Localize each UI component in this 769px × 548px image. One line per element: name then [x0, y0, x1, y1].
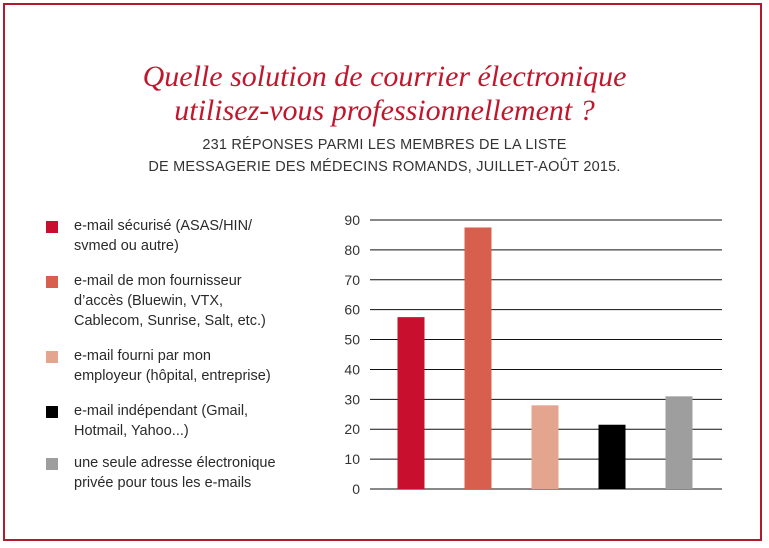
y-tick-label: 90	[344, 212, 360, 228]
legend-label-line: une seule adresse électronique	[74, 455, 276, 471]
chart-title-line-1: Quelle solution de courrier électronique	[142, 60, 627, 93]
bar	[665, 396, 693, 489]
legend-swatch	[46, 276, 58, 288]
bar	[464, 227, 492, 489]
bar	[598, 424, 626, 489]
legend-item-independent-email: e-mail indépendant (Gmail, Hotmail, Yaho…	[46, 401, 248, 441]
legend-item-secure-email: e-mail sécurisé (ASAS/HIN/ svmed ou autr…	[46, 216, 252, 256]
legend-label-line: e-mail indépendant (Gmail,	[74, 403, 249, 419]
legend-swatch	[46, 406, 58, 418]
chart-frame	[3, 3, 762, 541]
chart-title-line-2: utilisez-vous professionnellement ?	[174, 94, 595, 127]
legend-label-line: d’accès (Bluewin, VTX,	[74, 293, 224, 309]
legend-label-line: employeur (hôpital, entreprise)	[74, 368, 271, 384]
legend-label-line: Hotmail, Yahoo...)	[74, 423, 189, 439]
legend-swatch	[46, 351, 58, 363]
bar	[397, 317, 425, 489]
y-tick-label: 80	[344, 242, 360, 258]
legend-label-line: svmed ou autre)	[74, 238, 179, 254]
legend-swatch	[46, 221, 58, 233]
y-tick-label: 20	[344, 421, 360, 437]
y-tick-label: 10	[344, 451, 360, 467]
y-tick-label: 70	[344, 272, 360, 288]
y-tick-label: 30	[344, 391, 360, 407]
legend-label-line: Cablecom, Sunrise, Salt, etc.)	[74, 313, 266, 329]
legend-label-line: e-mail sécurisé (ASAS/HIN/	[74, 218, 253, 234]
bar	[531, 405, 559, 489]
legend-label-line: privée pour tous les e-mails	[74, 475, 252, 491]
y-tick-label: 0	[352, 481, 360, 497]
chart-subtitle-line-1: 231 RÉPONSES PARMI LES MEMBRES DE LA LIS…	[202, 137, 567, 153]
legend-item-single-private-address: une seule adresse électronique privée po…	[46, 453, 276, 493]
y-tick-label: 60	[344, 302, 360, 318]
y-tick-label: 40	[344, 361, 360, 377]
legend-item-employer-email: e-mail fourni par mon employeur (hôpital…	[46, 346, 271, 386]
legend-swatch	[46, 458, 58, 470]
chart-subtitle-line-2: DE MESSAGERIE DES MÉDECINS ROMANDS, JUIL…	[148, 159, 621, 175]
legend-label-line: e-mail fourni par mon	[74, 348, 211, 364]
legend-label-line: e-mail de mon fournisseur	[74, 273, 242, 289]
legend-item-provider-email: e-mail de mon fournisseur d’accès (Bluew…	[46, 271, 266, 331]
y-tick-label: 50	[344, 332, 360, 348]
